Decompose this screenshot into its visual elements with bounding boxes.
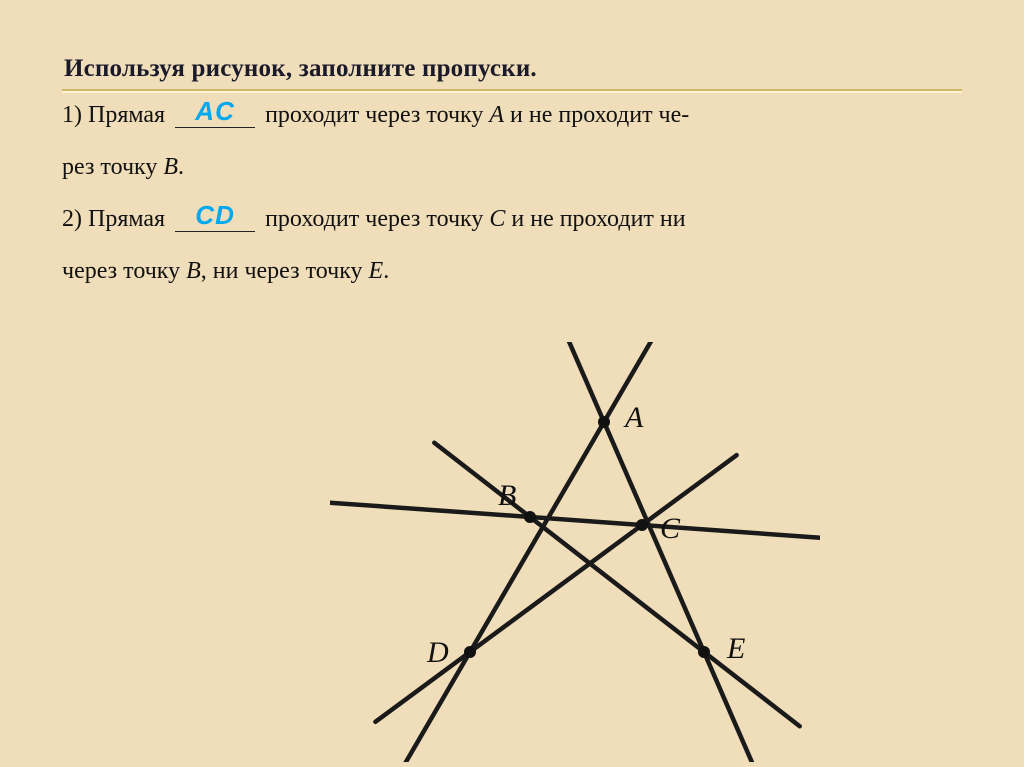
line-CD <box>375 455 736 722</box>
text: . <box>383 259 389 283</box>
geometry-figure: A B C D E <box>330 342 820 767</box>
exercise-title: Используя рисунок, заполните пропуски. <box>64 55 1024 83</box>
blank-2: CD <box>175 207 255 232</box>
text: 1) Прямая <box>62 103 171 127</box>
point-A <box>598 416 610 428</box>
text: проходит через точку <box>259 207 489 231</box>
line-4: через точку B , ни через точку E . <box>62 259 1024 311</box>
text: проходит через точку <box>259 103 489 127</box>
line-3: 2) Прямая CD проходит через точку C и не… <box>62 207 1024 259</box>
line-BE <box>434 443 799 727</box>
answer-1: AC <box>175 98 255 124</box>
title-underline <box>62 89 1024 93</box>
blank-1: AC <box>175 103 255 128</box>
point-ref-C: C <box>489 207 505 231</box>
point-C <box>636 519 648 531</box>
text: 2) Прямая <box>62 207 171 231</box>
point-B <box>524 511 536 523</box>
point-E <box>698 646 710 658</box>
point-ref-E: E <box>369 259 384 283</box>
point-ref-A: A <box>489 103 504 127</box>
point-label-A: A <box>623 401 644 434</box>
line-BC <box>330 497 820 545</box>
point-D <box>464 646 476 658</box>
answer-2: CD <box>175 202 255 228</box>
line-1: 1) Прямая AC проходит через точку A и не… <box>62 103 1024 155</box>
text: рез точку <box>62 155 163 179</box>
text: , ни через точку <box>201 259 369 283</box>
point-label-E: E <box>726 632 745 665</box>
point-label-D: D <box>426 636 449 669</box>
point-label-B: B <box>498 479 516 512</box>
text: через точку <box>62 259 186 283</box>
text: и не проходит ни <box>505 207 685 231</box>
line-AE <box>549 342 759 762</box>
text: и не проходит че- <box>504 103 689 127</box>
point-label-C: C <box>660 512 681 545</box>
figure-svg: A B C D E <box>330 342 820 762</box>
